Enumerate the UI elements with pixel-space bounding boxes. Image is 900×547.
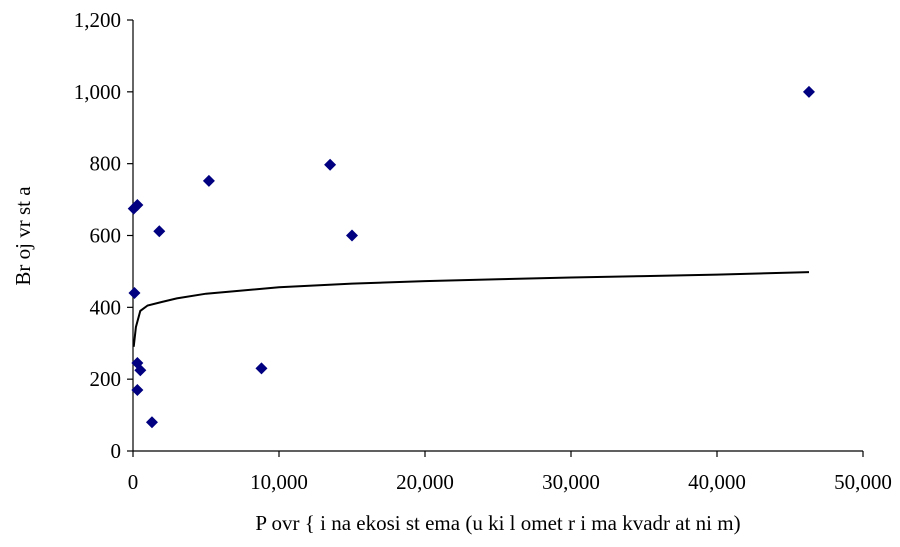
x-tick-label: 10,000 (250, 470, 308, 494)
x-tick-label: 0 (128, 470, 139, 494)
x-tick-label: 20,000 (396, 470, 454, 494)
y-axis-title: Br oj vr st a (11, 186, 35, 286)
data-point (346, 229, 358, 242)
data-point (202, 174, 215, 187)
data-point (153, 225, 166, 238)
data-point (128, 286, 141, 299)
y-tick-label: 1,000 (74, 80, 121, 104)
x-axis-title: P ovr { i na ekosi st ema (u ki l omet r… (255, 511, 740, 535)
y-ticks: 0 200 400 600 800 1,000 1,200 (74, 8, 133, 463)
x-tick-label: 50,000 (834, 470, 892, 494)
data-point (131, 198, 144, 211)
y-tick-label: 0 (111, 439, 122, 463)
x-ticks: 0 10,000 20,000 30,000 40,000 50,000 (128, 451, 892, 494)
y-tick-label: 600 (90, 224, 122, 248)
y-tick-label: 200 (90, 367, 122, 391)
data-point (131, 383, 144, 396)
y-tick-label: 400 (90, 295, 122, 319)
y-tick-label: 1,200 (74, 8, 121, 32)
x-tick-label: 30,000 (542, 470, 600, 494)
trendline (132, 271, 810, 347)
data-points (127, 85, 815, 429)
y-tick-label: 800 (90, 152, 122, 176)
axes (132, 20, 863, 452)
data-point (145, 416, 158, 429)
data-point (255, 362, 268, 375)
data-point (324, 158, 337, 171)
data-point (802, 85, 815, 98)
x-tick-label: 40,000 (688, 470, 746, 494)
data-point (134, 364, 147, 377)
